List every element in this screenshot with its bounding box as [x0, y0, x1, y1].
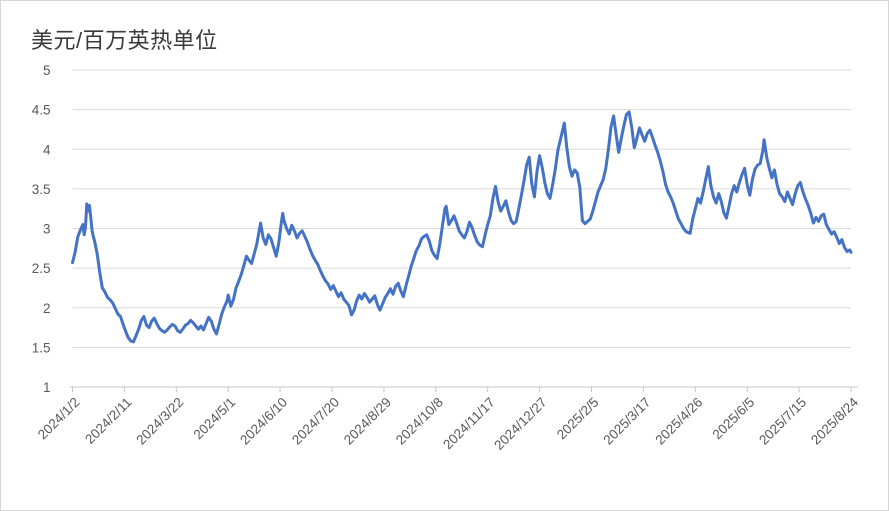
svg-text:2025/7/15: 2025/7/15 — [756, 395, 809, 448]
svg-text:2025/3/17: 2025/3/17 — [600, 395, 653, 448]
svg-text:2024/8/29: 2024/8/29 — [341, 395, 394, 448]
svg-text:2024/11/17: 2024/11/17 — [440, 395, 498, 453]
svg-text:2: 2 — [43, 301, 51, 316]
svg-text:1: 1 — [43, 380, 51, 395]
chart-title: 美元/百万英热单位 — [31, 28, 218, 53]
svg-text:2024/5/1: 2024/5/1 — [191, 395, 239, 443]
svg-text:4: 4 — [43, 142, 51, 157]
svg-text:2024/1/2: 2024/1/2 — [35, 395, 83, 443]
svg-text:1.5: 1.5 — [32, 340, 51, 355]
svg-text:2024/6/10: 2024/6/10 — [237, 395, 290, 448]
svg-text:5: 5 — [43, 63, 51, 78]
svg-text:4.5: 4.5 — [32, 103, 51, 118]
svg-text:3: 3 — [43, 222, 51, 237]
svg-text:2025/4/26: 2025/4/26 — [652, 395, 705, 448]
svg-text:2.5: 2.5 — [32, 261, 51, 276]
svg-text:2024/3/22: 2024/3/22 — [133, 395, 186, 448]
svg-text:2024/12/27: 2024/12/27 — [491, 395, 549, 453]
svg-text:2024/2/11: 2024/2/11 — [82, 395, 134, 447]
y-axis-labels: 1 1.5 2 2.5 3 3.5 4 4.5 5 — [32, 63, 51, 395]
svg-text:3.5: 3.5 — [32, 182, 51, 197]
price-line — [71, 110, 853, 344]
svg-text:2025/8/24: 2025/8/24 — [808, 394, 861, 447]
svg-text:2024/7/20: 2024/7/20 — [289, 395, 342, 448]
svg-text:2025/6/5: 2025/6/5 — [710, 395, 758, 443]
svg-text:2024/10/8: 2024/10/8 — [393, 395, 446, 448]
x-axis — [69, 386, 858, 392]
svg-text:2025/2/5: 2025/2/5 — [554, 395, 602, 443]
gridlines — [72, 69, 851, 348]
